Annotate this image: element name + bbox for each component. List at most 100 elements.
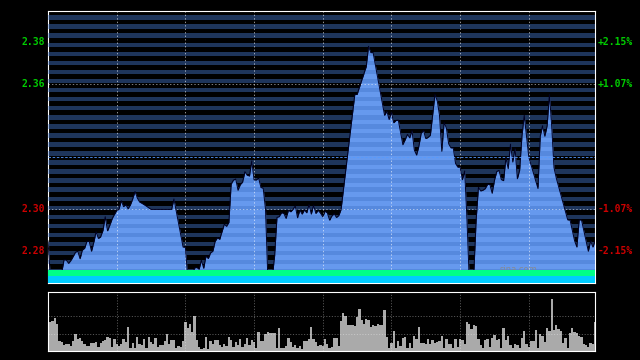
Bar: [507, 336, 509, 351]
Bar: [48, 142, 595, 147]
Bar: [438, 341, 441, 351]
Bar: [186, 328, 189, 351]
Bar: [342, 314, 344, 351]
Bar: [48, 124, 595, 129]
Bar: [72, 341, 74, 351]
Bar: [477, 339, 479, 351]
Bar: [555, 325, 557, 351]
Bar: [553, 330, 555, 351]
Bar: [182, 341, 184, 351]
Bar: [136, 337, 138, 351]
Bar: [386, 337, 388, 351]
Bar: [232, 347, 235, 351]
Bar: [331, 347, 333, 351]
Bar: [347, 325, 349, 351]
Bar: [349, 325, 351, 351]
Bar: [335, 338, 338, 351]
Bar: [516, 345, 518, 351]
Bar: [489, 347, 491, 351]
Bar: [319, 345, 321, 351]
Bar: [356, 317, 358, 351]
Text: +2.15%: +2.15%: [598, 37, 633, 47]
Bar: [200, 349, 202, 351]
Bar: [267, 332, 269, 351]
Bar: [278, 328, 280, 351]
Bar: [48, 115, 595, 120]
Bar: [118, 346, 120, 351]
Bar: [48, 15, 595, 20]
Bar: [191, 332, 193, 351]
Bar: [184, 322, 186, 351]
Bar: [511, 348, 514, 351]
Bar: [498, 338, 500, 351]
Bar: [173, 339, 175, 351]
Bar: [376, 324, 379, 351]
Bar: [113, 339, 116, 351]
Bar: [287, 338, 289, 351]
Bar: [328, 348, 331, 351]
Bar: [48, 97, 595, 102]
Bar: [141, 345, 143, 351]
Bar: [411, 348, 413, 351]
Bar: [49, 322, 51, 351]
Bar: [193, 316, 196, 351]
Text: +1.07%: +1.07%: [598, 79, 633, 89]
Bar: [79, 338, 81, 351]
Bar: [534, 330, 537, 351]
Bar: [569, 333, 571, 351]
Bar: [225, 346, 228, 351]
Bar: [374, 325, 376, 351]
Bar: [406, 348, 408, 351]
Bar: [370, 327, 372, 351]
Bar: [289, 342, 292, 351]
Bar: [333, 338, 335, 351]
Text: 2.28: 2.28: [22, 246, 45, 256]
Bar: [457, 347, 459, 351]
Bar: [219, 345, 221, 351]
Text: 2.30: 2.30: [22, 204, 45, 215]
Bar: [102, 341, 104, 351]
Bar: [48, 233, 595, 237]
Bar: [56, 324, 58, 351]
Bar: [83, 343, 86, 351]
Bar: [48, 197, 595, 201]
Bar: [473, 325, 475, 351]
Bar: [557, 329, 560, 351]
Bar: [88, 346, 90, 351]
Bar: [209, 341, 212, 351]
Bar: [388, 348, 390, 351]
Bar: [180, 347, 182, 351]
Bar: [235, 342, 237, 351]
Text: -2.15%: -2.15%: [598, 246, 633, 256]
Bar: [383, 310, 386, 351]
Text: sina.com: sina.com: [500, 265, 538, 274]
Bar: [564, 338, 566, 351]
Bar: [48, 260, 595, 265]
Bar: [48, 160, 595, 165]
Bar: [461, 340, 463, 351]
Bar: [48, 79, 595, 83]
Bar: [134, 348, 136, 351]
Bar: [283, 348, 285, 351]
Bar: [317, 346, 319, 351]
Bar: [239, 339, 241, 351]
Bar: [276, 348, 278, 351]
Bar: [269, 333, 271, 351]
Bar: [312, 339, 315, 351]
Bar: [466, 321, 468, 351]
Bar: [48, 251, 595, 256]
Bar: [424, 343, 427, 351]
Bar: [74, 334, 77, 351]
Bar: [502, 328, 505, 351]
Bar: [251, 340, 253, 351]
Bar: [582, 344, 585, 351]
Bar: [578, 336, 580, 351]
Bar: [585, 345, 587, 351]
Bar: [48, 169, 595, 174]
Bar: [418, 327, 420, 351]
Bar: [48, 151, 595, 156]
Bar: [573, 332, 576, 351]
Bar: [145, 348, 148, 351]
Bar: [422, 343, 424, 351]
Bar: [205, 337, 207, 351]
